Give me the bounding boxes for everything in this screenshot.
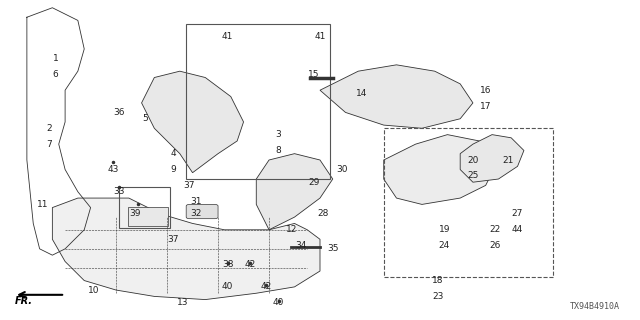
Text: 6: 6: [52, 70, 58, 79]
Text: 44: 44: [512, 225, 523, 234]
Bar: [186, 24, 330, 179]
Text: 30: 30: [337, 165, 348, 174]
Text: 1: 1: [52, 54, 58, 63]
FancyBboxPatch shape: [186, 204, 218, 219]
Text: 22: 22: [490, 225, 501, 234]
Text: 14: 14: [356, 89, 367, 98]
Text: 20: 20: [467, 156, 479, 164]
Polygon shape: [141, 71, 244, 173]
Text: 35: 35: [327, 244, 339, 253]
FancyBboxPatch shape: [127, 207, 168, 226]
Text: 10: 10: [88, 285, 100, 295]
Text: 36: 36: [113, 108, 125, 117]
Text: 31: 31: [190, 197, 202, 206]
Text: 23: 23: [432, 292, 444, 301]
Text: 15: 15: [308, 70, 319, 79]
Text: 25: 25: [467, 172, 479, 180]
Text: 5: 5: [142, 114, 148, 123]
Text: 11: 11: [37, 200, 49, 209]
Text: 16: 16: [480, 86, 492, 95]
Text: 9: 9: [171, 165, 176, 174]
Text: 32: 32: [190, 209, 202, 219]
Text: 28: 28: [317, 209, 329, 219]
Text: 29: 29: [308, 178, 319, 187]
Text: 42: 42: [244, 260, 255, 269]
Polygon shape: [256, 154, 333, 230]
Text: 37: 37: [168, 235, 179, 244]
Polygon shape: [320, 65, 473, 128]
Bar: [384, 128, 552, 277]
Text: 37: 37: [184, 181, 195, 190]
Text: 26: 26: [490, 241, 501, 250]
Text: 33: 33: [113, 187, 125, 196]
Text: 39: 39: [129, 209, 141, 219]
Text: 17: 17: [480, 101, 492, 111]
Text: 12: 12: [285, 225, 297, 234]
Text: FR.: FR.: [15, 296, 33, 306]
Text: 21: 21: [502, 156, 514, 164]
Text: 3: 3: [276, 130, 282, 139]
Text: 40: 40: [222, 282, 234, 292]
Text: TX94B4910A: TX94B4910A: [570, 302, 620, 311]
Text: 38: 38: [222, 260, 234, 269]
Text: 18: 18: [432, 276, 444, 285]
Text: 4: 4: [171, 149, 176, 158]
Text: 42: 42: [260, 282, 271, 292]
Text: 2: 2: [46, 124, 52, 133]
Polygon shape: [52, 198, 320, 300]
Text: 8: 8: [276, 146, 282, 155]
Text: 19: 19: [438, 225, 450, 234]
Polygon shape: [384, 135, 499, 204]
Text: 40: 40: [273, 298, 284, 307]
Text: 43: 43: [108, 165, 118, 174]
Text: 27: 27: [512, 209, 524, 219]
Text: 34: 34: [295, 241, 307, 250]
Text: 13: 13: [177, 298, 189, 307]
Text: 24: 24: [438, 241, 450, 250]
Text: 41: 41: [222, 32, 234, 41]
Polygon shape: [460, 135, 524, 182]
Text: 41: 41: [314, 32, 326, 41]
Text: 7: 7: [46, 140, 52, 148]
Bar: [119, 187, 170, 228]
